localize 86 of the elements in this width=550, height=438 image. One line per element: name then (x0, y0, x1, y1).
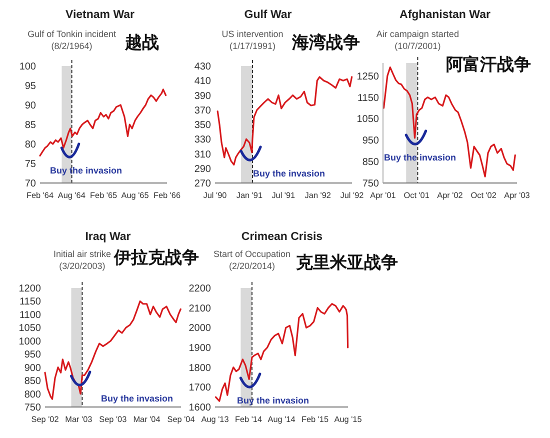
y-tick-label: 900 (24, 362, 42, 374)
x-tick-label: Feb '66 (153, 191, 181, 200)
line-series (39, 88, 167, 156)
x-tick-label: Mar '03 (65, 415, 93, 424)
chart-title: Afghanistan War (400, 9, 491, 21)
y-tick-label: 85 (24, 120, 36, 131)
x-tick-label: Jul '90 (203, 191, 228, 200)
chart-subtitle: 克里米亚战争 (295, 253, 398, 273)
y-tick-label: 1800 (188, 362, 212, 374)
y-tick-label: 950 (24, 350, 42, 361)
y-tick-label: 410 (194, 76, 212, 88)
x-tick-label: Oct '02 (470, 191, 497, 200)
x-tick-label: Aug '13 (201, 415, 230, 424)
x-tick-label: Apr '03 (504, 191, 530, 200)
chart-subtitle: 伊拉克战争 (113, 248, 199, 268)
y-tick-label: 350 (194, 120, 212, 131)
y-tick-label: 430 (194, 62, 212, 72)
y-tick-label: 1200 (18, 284, 42, 294)
y-tick-label: 290 (194, 164, 212, 175)
chart-title: Vietnam War (65, 9, 136, 21)
y-tick-label: 310 (194, 149, 212, 160)
x-tick-label: Sep '04 (167, 415, 196, 424)
ref-line-label: US intervention (1/17/1991) (222, 29, 284, 51)
y-tick-label: 330 (194, 134, 212, 146)
y-tick-label: 1000 (18, 336, 42, 348)
chart-subtitle: 阿富汗战争 (446, 55, 531, 75)
chart-subtitle: 海湾战争 (291, 33, 360, 53)
y-tick-label: 1150 (357, 92, 380, 104)
ref-line-label: Start of Occupation (2/20/2014) (213, 249, 291, 271)
x-tick-label: Jan '91 (236, 191, 263, 200)
y-tick-label: 850 (362, 157, 380, 168)
x-tick-label: Feb '14 (234, 415, 262, 424)
annotation: Buy the invasion (253, 168, 326, 178)
y-tick-label: 850 (24, 376, 42, 388)
y-tick-label: 1050 (356, 114, 380, 126)
y-tick-label: 1100 (19, 310, 42, 321)
y-tick-label: 1600 (188, 402, 212, 414)
chart-title: Gulf War (244, 9, 292, 21)
y-tick-label: 800 (24, 389, 42, 400)
y-tick-label: 370 (194, 105, 212, 116)
y-tick-label: 1050 (18, 323, 42, 334)
y-tick-label: 270 (194, 178, 212, 190)
y-tick-label: 90 (24, 100, 36, 112)
y-tick-label: 1700 (188, 382, 212, 394)
chart-title: Iraq War (85, 231, 132, 243)
line-series (216, 76, 353, 166)
ref-line-label: Gulf of Tonkin incident (8/2/1964) (28, 29, 116, 51)
x-tick-label: Feb '15 (301, 415, 329, 424)
y-tick-label: 75 (24, 159, 36, 170)
y-tick-label: 2200 (188, 284, 212, 294)
ref-line-label: Air campaign started (10/7/2001) (376, 29, 459, 51)
x-tick-label: Oct '01 (404, 191, 430, 200)
x-tick-label: Feb '64 (26, 191, 54, 200)
x-tick-label: Aug '15 (334, 415, 362, 424)
annotation: Buy the invasion (384, 152, 456, 162)
x-tick-label: Jul '92 (340, 191, 364, 200)
y-tick-label: 750 (362, 178, 380, 190)
y-tick-label: 70 (24, 178, 36, 190)
x-tick-label: Apr '02 (437, 191, 464, 200)
x-tick-label: Sep '02 (31, 415, 60, 424)
y-tick-label: 1150 (19, 296, 42, 308)
x-tick-label: Mar '04 (133, 415, 161, 424)
chart-title: Crimean Crisis (241, 231, 323, 243)
y-tick-label: 1900 (188, 343, 212, 354)
y-tick-label: 2100 (188, 303, 212, 314)
y-tick-label: 390 (194, 90, 212, 102)
x-tick-label: Sep '03 (99, 415, 128, 424)
y-tick-label: 100 (19, 62, 36, 72)
chart-subtitle: 越战 (124, 33, 159, 53)
x-tick-label: Apr '01 (370, 191, 396, 200)
x-tick-label: Feb '65 (90, 191, 118, 200)
ref-line-label: Initial air strike (3/20/2003) (53, 249, 111, 271)
annotation: Buy the invasion (50, 166, 122, 176)
y-tick-label: 2000 (188, 323, 212, 334)
annotation: Buy the invasion (101, 394, 174, 404)
x-tick-label: Jan '92 (304, 191, 332, 200)
x-tick-label: Jul '91 (272, 191, 296, 200)
x-tick-label: Aug '65 (121, 191, 150, 200)
y-tick-label: 750 (24, 402, 42, 414)
x-tick-label: Aug '14 (268, 415, 296, 424)
y-tick-label: 80 (24, 140, 36, 150)
y-tick-label: 95 (24, 81, 36, 92)
annotation: Buy the invasion (237, 396, 310, 406)
y-tick-label: 1250 (356, 71, 380, 82)
y-tick-label: 950 (362, 136, 380, 147)
x-tick-label: Aug '64 (58, 191, 86, 200)
